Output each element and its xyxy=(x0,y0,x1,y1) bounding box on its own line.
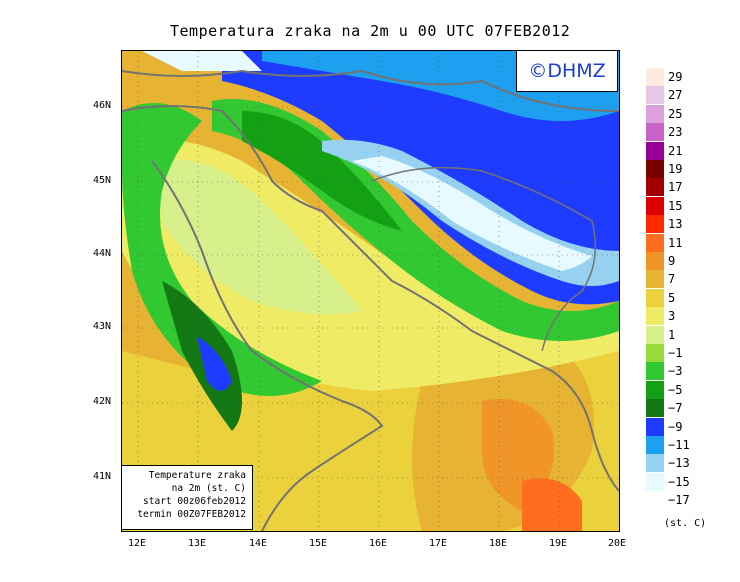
legend-tick-label: 29 xyxy=(668,70,683,84)
legend-tick-label: 3 xyxy=(668,309,676,324)
field-cold-alps xyxy=(142,51,262,71)
legend-tick-label: −9 xyxy=(668,419,683,434)
legend-swatch xyxy=(646,417,664,436)
legend-swatch xyxy=(646,325,664,344)
legend-tick-label: −17 xyxy=(668,493,690,508)
lat-label-45n: 45N xyxy=(93,175,112,186)
legend-swatch xyxy=(646,196,664,215)
legend-swatch xyxy=(646,380,664,399)
field-pale-area xyxy=(152,159,362,315)
legend-unit: (st. C) xyxy=(664,518,707,529)
legend-swatch xyxy=(646,178,664,197)
lat-label-42n: 42N xyxy=(93,396,112,407)
legend-tick-label: −13 xyxy=(668,456,690,471)
legend-tick-label: 21 xyxy=(668,143,683,158)
legend-swatch xyxy=(646,270,664,289)
info-line-1: Temperature zraka xyxy=(148,470,246,481)
legend-swatch xyxy=(646,141,664,160)
field-warmest-area xyxy=(522,478,582,531)
info-line-4: termin 00Z07FEB2012 xyxy=(137,509,246,520)
legend-tick-label: 25 xyxy=(668,106,683,121)
border-inland xyxy=(371,166,597,352)
legend-swatch xyxy=(646,233,664,252)
legend-tick-label: −1 xyxy=(668,346,683,360)
temperature-map xyxy=(121,50,620,532)
legend-swatch xyxy=(646,362,664,381)
border-north xyxy=(122,69,619,112)
info-box: Temperature zraka na 2m (st. C) start 00… xyxy=(121,465,253,530)
coastline-east xyxy=(122,105,619,492)
legend-swatch xyxy=(646,472,664,491)
lat-label-43n: 43N xyxy=(93,321,112,332)
coastline-west xyxy=(151,160,384,531)
info-line-3: start 00z06feb2012 xyxy=(143,496,246,507)
field-dark-green-east xyxy=(242,111,402,231)
legend-tick-label: 11 xyxy=(668,235,683,250)
legend-tick-label: −5 xyxy=(668,382,683,397)
legend-swatch xyxy=(646,215,664,234)
legend-tick-label: 5 xyxy=(668,290,676,305)
legend-tick-label: 27 xyxy=(668,88,683,103)
legend-tick-label: 1 xyxy=(668,327,676,342)
legend-swatch xyxy=(646,491,664,510)
legend-tick-label: −3 xyxy=(668,364,683,379)
dhmz-logo: ©DHMZ xyxy=(516,50,618,92)
lon-label-18e: 18E xyxy=(489,538,508,549)
lat-label-44n: 44N xyxy=(93,248,112,259)
legend-tick-label: −15 xyxy=(668,474,690,489)
legend-tick-label: 19 xyxy=(668,162,683,176)
legend-tick-label: 13 xyxy=(668,217,683,232)
legend-tick-label: 17 xyxy=(668,180,683,195)
legend-swatch xyxy=(646,454,664,473)
legend-tick-label: 9 xyxy=(668,254,676,268)
legend-tick-label: −7 xyxy=(668,401,683,416)
legend-tick-label: 15 xyxy=(668,198,683,213)
lon-label-13e: 13E xyxy=(188,538,207,549)
legend-tick-label: −11 xyxy=(668,438,690,452)
legend-swatch xyxy=(646,123,664,142)
legend-swatch xyxy=(646,86,664,105)
temperature-field xyxy=(122,51,619,531)
legend-swatch xyxy=(646,399,664,418)
field-coldest xyxy=(352,156,592,271)
lon-label-19e: 19E xyxy=(549,538,568,549)
legend-swatch xyxy=(646,104,664,123)
lon-label-16e: 16E xyxy=(369,538,388,549)
graticule xyxy=(122,51,619,531)
legend-swatch xyxy=(646,252,664,270)
legend-tick-label: 7 xyxy=(668,272,676,287)
lon-label-14e: 14E xyxy=(249,538,268,549)
lon-label-20e: 20E xyxy=(608,538,627,549)
legend-swatch xyxy=(646,307,664,326)
legend-swatch xyxy=(646,344,664,362)
legend-swatch xyxy=(646,436,664,454)
legend-tick-label: 23 xyxy=(668,125,683,140)
legend-swatch xyxy=(646,68,664,86)
legend-swatch xyxy=(646,160,664,178)
lon-label-17e: 17E xyxy=(429,538,448,549)
field-green-west xyxy=(122,103,322,396)
field-cold-spot-west xyxy=(197,336,232,391)
lat-label-41n: 41N xyxy=(93,471,112,482)
lon-label-15e: 15E xyxy=(309,538,328,549)
info-line-2: na 2m (st. C) xyxy=(171,483,246,494)
legend-swatch xyxy=(646,288,664,307)
lon-label-12e: 12E xyxy=(128,538,147,549)
lat-label-46n: 46N xyxy=(93,100,112,111)
